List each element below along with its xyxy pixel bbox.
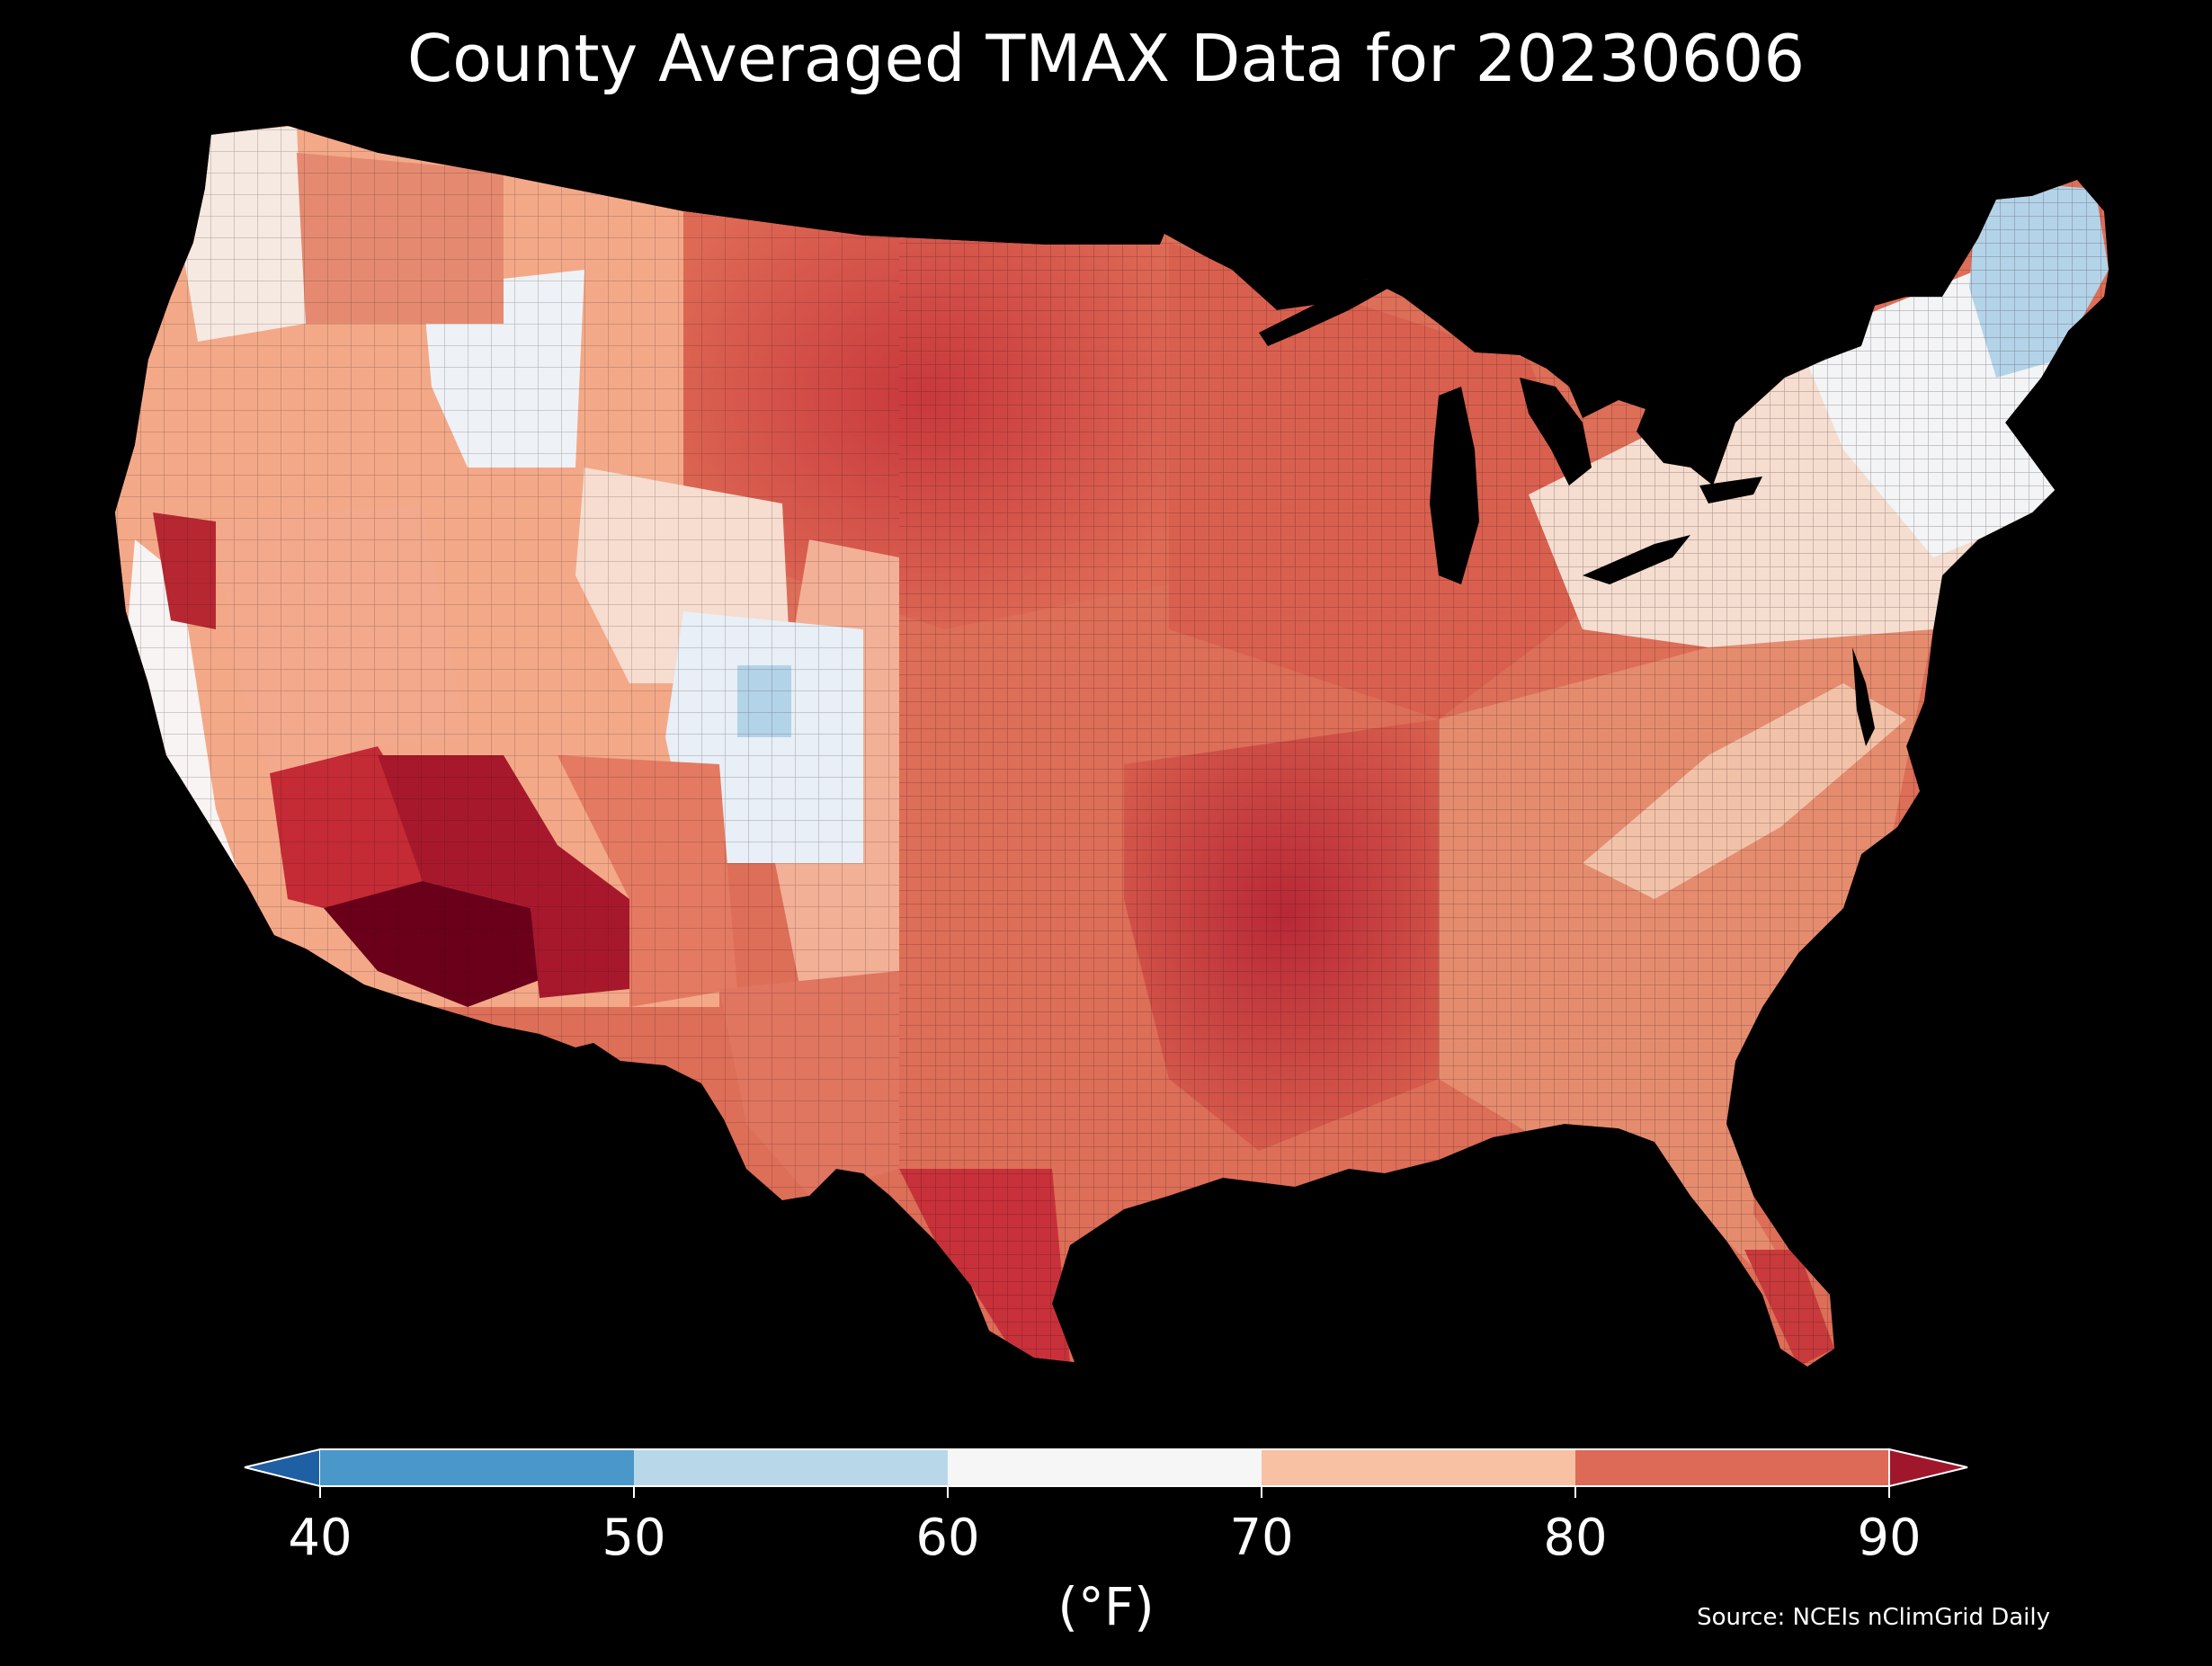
colorbar-tick-label: 40	[288, 1509, 352, 1567]
great-lakes	[1259, 279, 1762, 584]
colorbar-tick-label: 60	[915, 1509, 980, 1567]
map-title: County Averaged TMAX Data for 20230606	[406, 21, 1806, 96]
colorbar-bin-80-90	[1575, 1449, 1889, 1486]
colorbar-tick-label: 90	[1857, 1509, 1922, 1567]
lake-ontario	[1699, 477, 1762, 503]
lake-michigan	[1430, 387, 1479, 584]
colorbar-tick-label: 70	[1229, 1509, 1294, 1567]
colorbar-unit-label: (°F)	[1057, 1576, 1155, 1637]
colorbar-bin-40-50	[320, 1449, 634, 1486]
colorbar-bin-50-60	[634, 1449, 948, 1486]
colorbar-extend-high	[1888, 1448, 1968, 1488]
lake-huron	[1520, 378, 1592, 486]
colorbar-tick-label: 50	[602, 1509, 666, 1567]
colorbar-bin-60-70	[948, 1449, 1262, 1486]
lake-erie	[1583, 535, 1690, 584]
colorbar-extend-low	[244, 1448, 321, 1488]
colorbar-tick-marks	[319, 1486, 1890, 1498]
colorbar-tick-label: 80	[1543, 1509, 1608, 1567]
source-credit: Source: NCEIs nClimGrid Daily	[1697, 1604, 2050, 1631]
chesapeake-bay	[1852, 647, 1875, 746]
lake-superior	[1259, 279, 1389, 346]
colorbar-bin-70-80	[1262, 1449, 1575, 1486]
